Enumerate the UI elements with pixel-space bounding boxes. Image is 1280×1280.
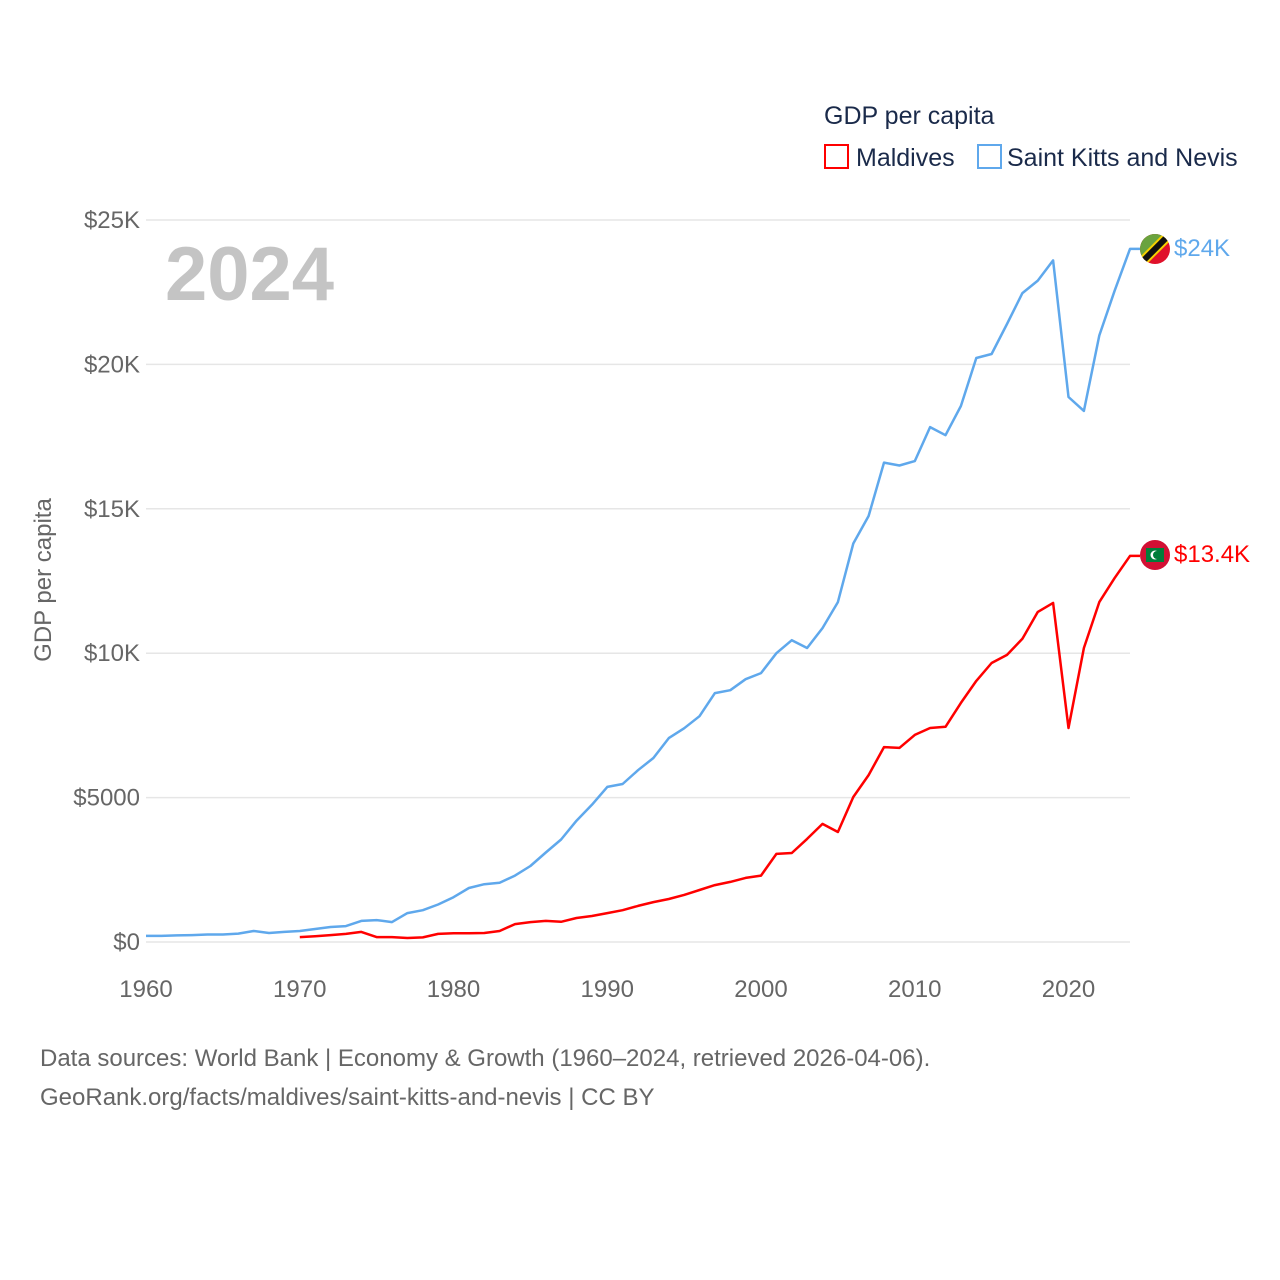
footer-sources: Data sources: World Bank | Economy & Gro… — [40, 1045, 931, 1072]
y-axis-label: GDP per capita — [30, 498, 57, 662]
legend-title: GDP per capita — [824, 102, 995, 130]
x-tick-label: 2020 — [1042, 976, 1095, 1003]
x-tick-label: 1990 — [581, 976, 634, 1003]
x-tick-label: 1960 — [119, 976, 172, 1003]
end-label-skn: $24K — [1174, 235, 1230, 262]
legend-label-maldives[interactable]: Maldives — [856, 144, 955, 172]
x-tick-label: 1970 — [273, 976, 326, 1003]
y-tick-label: $10K — [84, 640, 140, 667]
y-tick-label: $20K — [84, 351, 140, 378]
flag-maldives-icon — [1140, 540, 1170, 570]
series-line-saint-kitts-and-nevis[interactable] — [146, 247, 1140, 938]
legend-swatch-maldives[interactable] — [824, 144, 849, 169]
y-tick-label: $25K — [84, 207, 140, 234]
flag-saint-kitts-icon — [1140, 234, 1170, 264]
y-tick-label: $5000 — [73, 785, 140, 812]
x-tick-label: 2010 — [888, 976, 941, 1003]
y-tick-label: $0 — [113, 929, 140, 956]
series-line-maldives[interactable] — [299, 554, 1140, 940]
x-tick-label: 1980 — [427, 976, 480, 1003]
year-label: 2024 — [165, 232, 334, 317]
y-tick-label: $15K — [84, 496, 140, 523]
footer-link[interactable]: GeoRank.org/facts/maldives/saint-kitts-a… — [40, 1084, 655, 1111]
legend-label-skn[interactable]: Saint Kitts and Nevis — [1007, 144, 1238, 172]
end-label-maldives: $13.4K — [1174, 541, 1250, 568]
legend-swatch-skn[interactable] — [977, 144, 1002, 169]
x-tick-label: 2000 — [734, 976, 787, 1003]
